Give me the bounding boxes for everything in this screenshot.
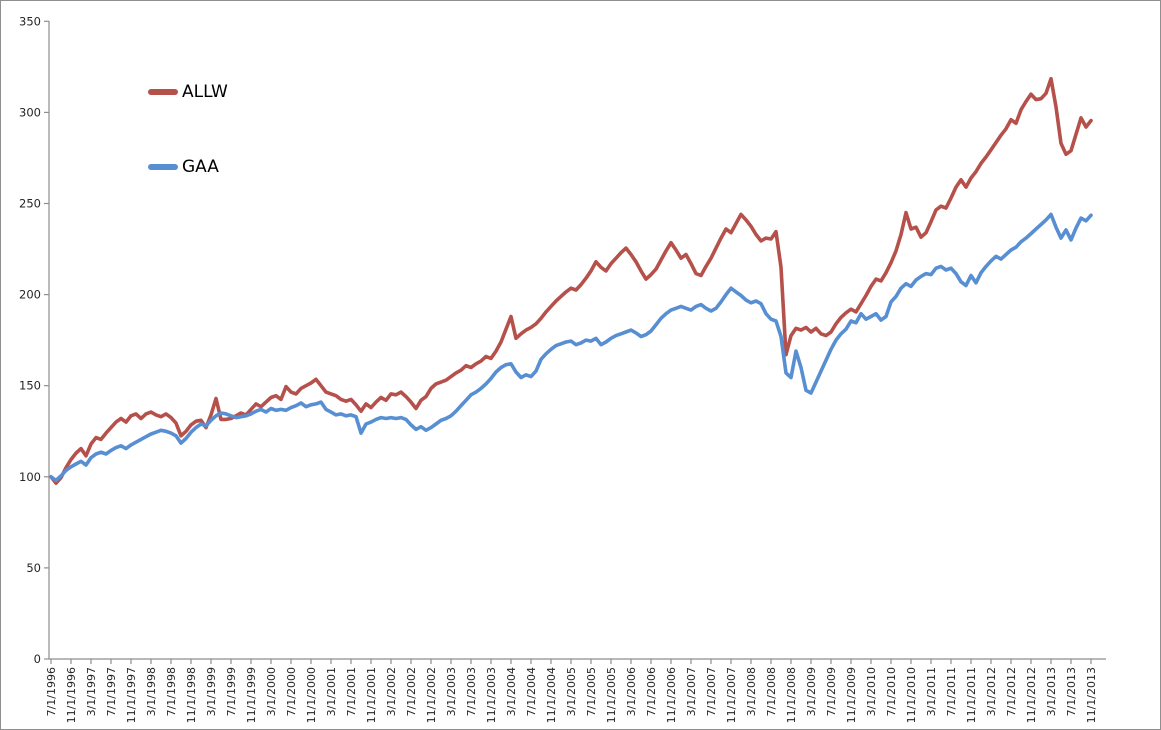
y-axis-label: 300 [19, 105, 41, 119]
x-axis-label: 3/1/2003 [445, 667, 458, 716]
x-axis-label: 3/1/2000 [265, 667, 278, 716]
x-axis-label: 11/1/2010 [905, 667, 918, 723]
x-axis-label: 3/1/2009 [805, 667, 818, 716]
x-axis-label: 11/1/2003 [485, 667, 498, 723]
x-axis-label: 3/1/2005 [565, 667, 578, 716]
x-axis-label: 3/1/2010 [865, 667, 878, 716]
x-axis-label: 7/1/1999 [225, 667, 238, 716]
legend-swatch-gaa-icon [148, 164, 178, 170]
x-axis-label: 7/1/2000 [285, 667, 298, 716]
series-line-gaa [49, 212, 1093, 483]
x-axis-label: 3/1/2011 [925, 667, 938, 716]
legend-item-allw: ALLW [148, 81, 228, 103]
legend-label-allw: ALLW [182, 82, 228, 102]
legend: ALLW GAA [148, 81, 228, 231]
x-axis-label: 11/1/2004 [545, 667, 558, 723]
x-axis-label: 3/1/1997 [85, 667, 98, 716]
x-axis-label: 7/1/2001 [345, 667, 358, 716]
legend-label-gaa: GAA [182, 157, 219, 177]
x-axis-label: 7/1/1996 [45, 667, 58, 716]
x-axis-label: 11/1/1997 [125, 667, 138, 723]
y-axis-label: 150 [19, 379, 41, 393]
y-axis-label: 250 [19, 197, 41, 211]
x-axis-label: 7/1/2008 [765, 667, 778, 716]
x-axis-label: 7/1/2009 [825, 667, 838, 716]
x-axis-label: 3/1/2006 [625, 667, 638, 716]
x-axis-label: 7/1/2006 [645, 667, 658, 716]
x-axis-label: 7/1/2007 [705, 667, 718, 716]
x-axis-label: 11/1/2012 [1025, 667, 1038, 723]
x-axis-label: 11/1/2005 [605, 667, 618, 723]
x-axis-label: 11/1/2007 [725, 667, 738, 723]
legend-swatch-allw-icon [148, 89, 178, 95]
y-axis-label: 50 [26, 561, 41, 575]
x-axis-label: 11/1/2008 [785, 667, 798, 723]
y-axis-label: 0 [34, 652, 41, 666]
legend-item-gaa: GAA [148, 156, 228, 178]
x-axis-label: 11/1/1996 [65, 667, 78, 723]
x-axis-label: 3/1/2007 [685, 667, 698, 716]
x-axis-label: 7/1/1997 [105, 667, 118, 716]
y-axis-label: 350 [19, 14, 41, 28]
x-axis-label: 3/1/2001 [325, 667, 338, 716]
x-axis-label: 7/1/2012 [1005, 667, 1018, 716]
x-axis-label: 7/1/2011 [945, 667, 958, 716]
x-axis-label: 7/1/2004 [525, 667, 538, 716]
x-axis-label: 3/1/2004 [505, 667, 518, 716]
x-axis-label: 3/1/1999 [205, 667, 218, 716]
x-axis-label: 11/1/1999 [245, 667, 258, 723]
x-axis-label: 3/1/2013 [1045, 667, 1058, 716]
x-axis-label: 7/1/2002 [405, 667, 418, 716]
x-axis-label: 11/1/2001 [365, 667, 378, 723]
x-axis-label: 11/1/2006 [665, 667, 678, 723]
x-axis-label: 3/1/1998 [145, 667, 158, 716]
y-axis-label: 200 [19, 288, 41, 302]
x-axis-label: 7/1/1998 [165, 667, 178, 716]
series-line-allw [49, 76, 1093, 486]
x-axis-label: 11/1/2002 [425, 667, 438, 723]
y-axis-label: 100 [19, 470, 41, 484]
x-axis-label: 7/1/2005 [585, 667, 598, 716]
x-axis-label: 3/1/2008 [745, 667, 758, 716]
x-axis-label: 3/1/2012 [985, 667, 998, 716]
x-axis-label: 3/1/2002 [385, 667, 398, 716]
x-axis-label: 7/1/2003 [465, 667, 478, 716]
x-axis-label: 11/1/2013 [1085, 667, 1098, 723]
x-axis-label: 7/1/2010 [885, 667, 898, 716]
x-axis-label: 11/1/2000 [305, 667, 318, 723]
x-axis-label: 11/1/1998 [185, 667, 198, 723]
x-axis-label: 11/1/2009 [845, 667, 858, 723]
x-axis-label: 7/1/2013 [1065, 667, 1078, 716]
x-axis-label: 11/1/2011 [965, 667, 978, 723]
